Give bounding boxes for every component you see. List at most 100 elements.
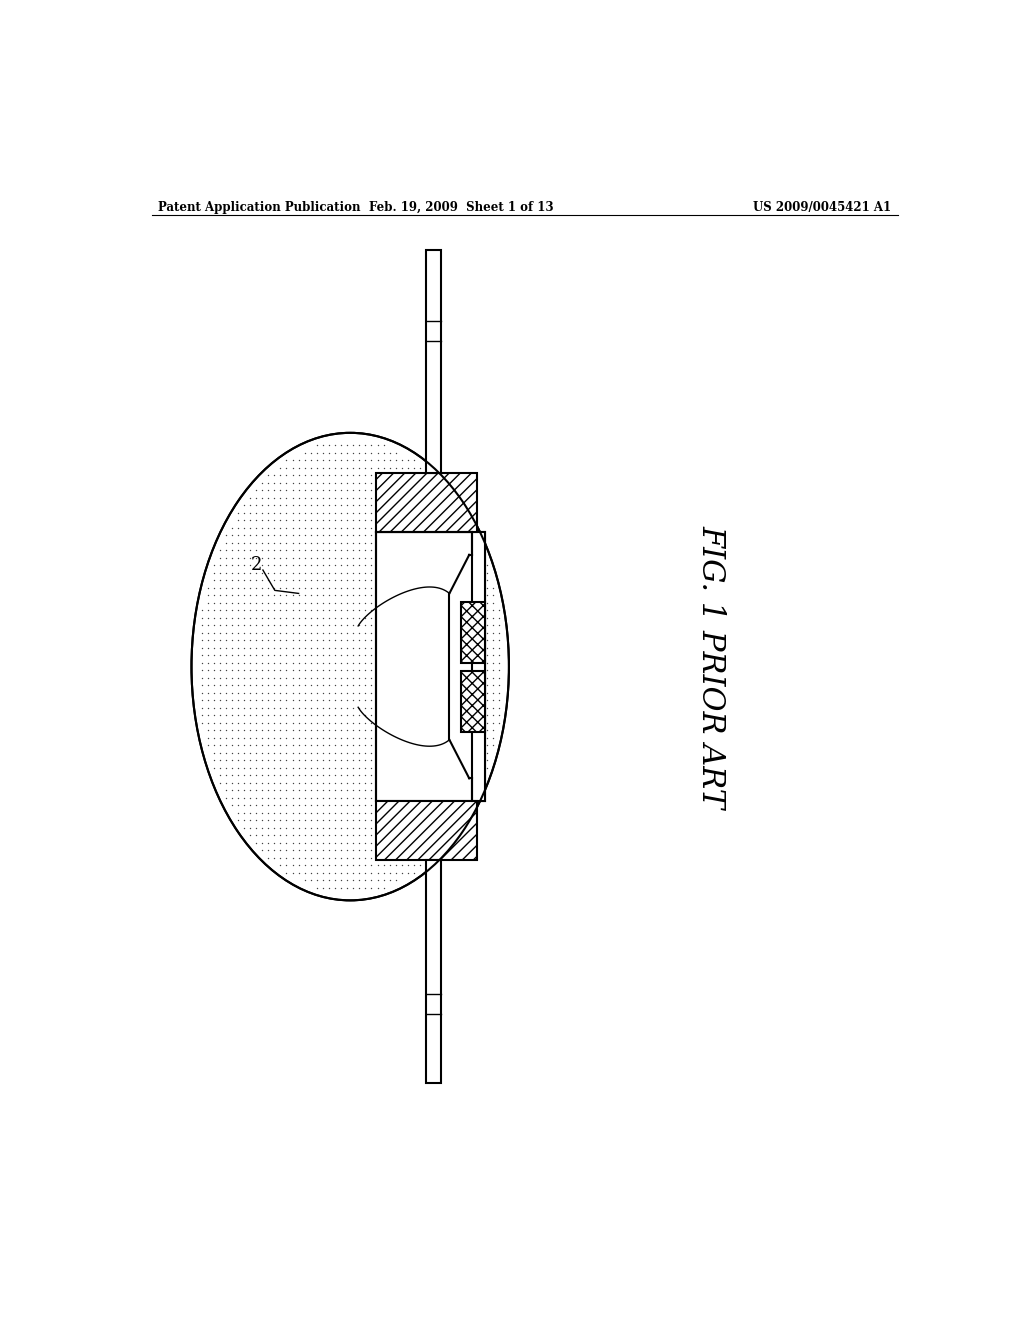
Point — [279, 705, 295, 726]
Point — [387, 758, 403, 779]
Point — [327, 847, 343, 869]
Point — [212, 615, 228, 636]
Point — [297, 758, 313, 779]
Point — [449, 705, 465, 726]
Point — [279, 713, 295, 734]
Point — [370, 668, 386, 689]
Point — [327, 713, 343, 734]
Point — [393, 727, 410, 748]
Point — [478, 622, 495, 643]
Point — [357, 457, 374, 478]
Point — [466, 758, 482, 779]
Point — [333, 480, 349, 502]
Point — [382, 803, 398, 824]
Point — [351, 847, 368, 869]
Point — [382, 832, 398, 853]
Point — [478, 758, 495, 779]
Point — [291, 503, 307, 524]
Point — [272, 660, 289, 681]
Point — [387, 480, 403, 502]
Point — [430, 525, 446, 546]
Point — [418, 758, 434, 779]
Point — [357, 847, 374, 869]
Point — [248, 577, 264, 598]
Point — [248, 735, 264, 756]
Point — [291, 599, 307, 620]
Point — [260, 517, 276, 539]
Point — [333, 457, 349, 478]
Point — [248, 825, 264, 846]
Point — [484, 660, 501, 681]
Point — [321, 780, 337, 801]
Point — [345, 473, 361, 494]
Point — [351, 832, 368, 853]
Point — [327, 758, 343, 779]
Point — [466, 554, 482, 576]
Point — [449, 585, 465, 606]
Point — [272, 705, 289, 726]
Point — [248, 652, 264, 673]
Point — [266, 540, 283, 561]
Point — [266, 585, 283, 606]
Point — [260, 840, 276, 861]
Point — [308, 758, 325, 779]
Point — [449, 803, 465, 824]
Point — [248, 644, 264, 665]
Point — [321, 862, 337, 883]
Point — [382, 727, 398, 748]
Point — [376, 660, 392, 681]
Point — [260, 480, 276, 502]
Point — [412, 719, 428, 741]
Point — [399, 855, 416, 876]
Point — [308, 750, 325, 771]
Point — [218, 713, 234, 734]
Point — [272, 727, 289, 748]
Point — [466, 562, 482, 583]
Point — [266, 622, 283, 643]
Point — [236, 682, 252, 704]
Point — [424, 630, 440, 651]
Point — [455, 742, 471, 763]
Point — [351, 742, 368, 763]
Point — [376, 675, 392, 696]
Point — [279, 525, 295, 546]
Point — [321, 742, 337, 763]
Point — [229, 705, 246, 726]
Point — [200, 713, 216, 734]
Point — [406, 615, 422, 636]
Point — [442, 495, 459, 516]
Point — [327, 480, 343, 502]
Point — [302, 817, 318, 838]
Point — [260, 570, 276, 591]
Point — [254, 615, 270, 636]
Point — [449, 607, 465, 628]
Point — [382, 697, 398, 718]
Point — [314, 525, 331, 546]
Point — [200, 660, 216, 681]
Point — [327, 487, 343, 508]
Point — [229, 585, 246, 606]
Point — [297, 660, 313, 681]
Point — [333, 593, 349, 614]
Point — [484, 644, 501, 665]
Point — [308, 764, 325, 785]
Point — [266, 719, 283, 741]
Point — [314, 510, 331, 531]
Point — [236, 585, 252, 606]
Point — [285, 630, 301, 651]
Point — [393, 615, 410, 636]
Point — [279, 622, 295, 643]
Point — [424, 847, 440, 869]
Point — [333, 660, 349, 681]
Point — [351, 525, 368, 546]
Point — [218, 615, 234, 636]
Point — [412, 510, 428, 531]
Point — [229, 787, 246, 808]
Point — [297, 480, 313, 502]
Point — [364, 772, 380, 793]
Point — [212, 577, 228, 598]
Point — [308, 434, 325, 455]
Point — [242, 630, 258, 651]
Point — [466, 750, 482, 771]
Point — [424, 607, 440, 628]
